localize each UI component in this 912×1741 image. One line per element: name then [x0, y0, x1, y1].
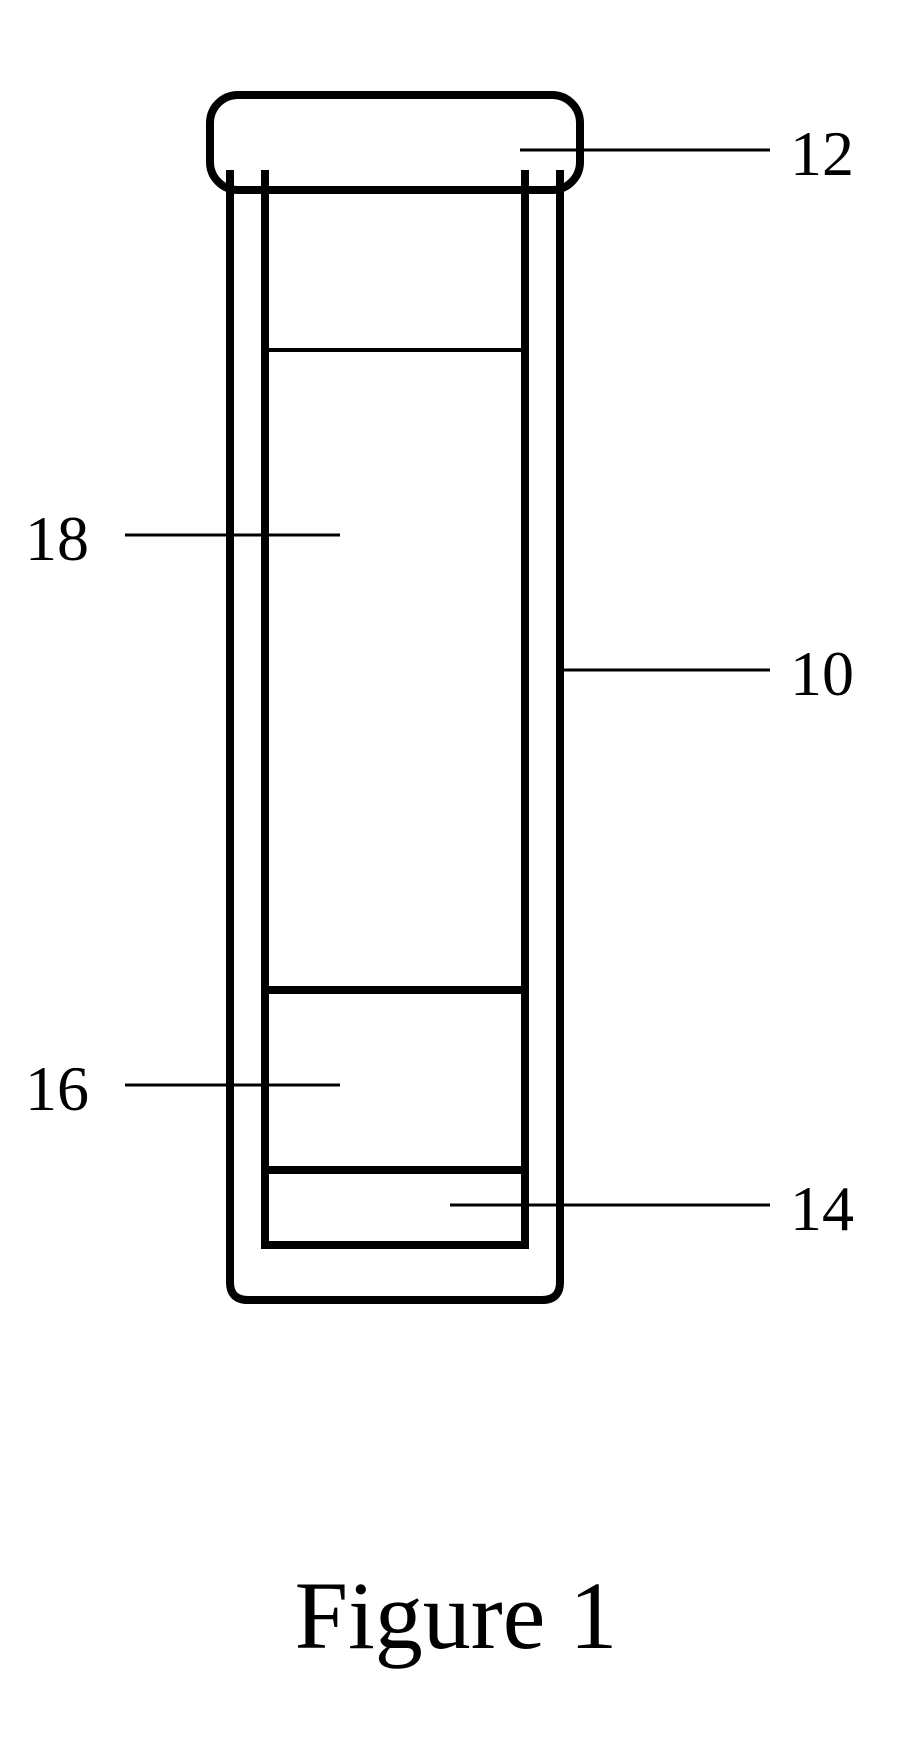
tube-outer: [230, 170, 560, 1300]
figure-caption: Figure 1: [0, 1560, 912, 1671]
label-16: 16: [25, 1053, 89, 1124]
label-10: 10: [790, 638, 854, 709]
label-18: 18: [25, 503, 89, 574]
label-12: 12: [790, 118, 854, 189]
label-14: 14: [790, 1173, 854, 1244]
tube-diagram: 12 10 18 16 14: [0, 0, 912, 1741]
